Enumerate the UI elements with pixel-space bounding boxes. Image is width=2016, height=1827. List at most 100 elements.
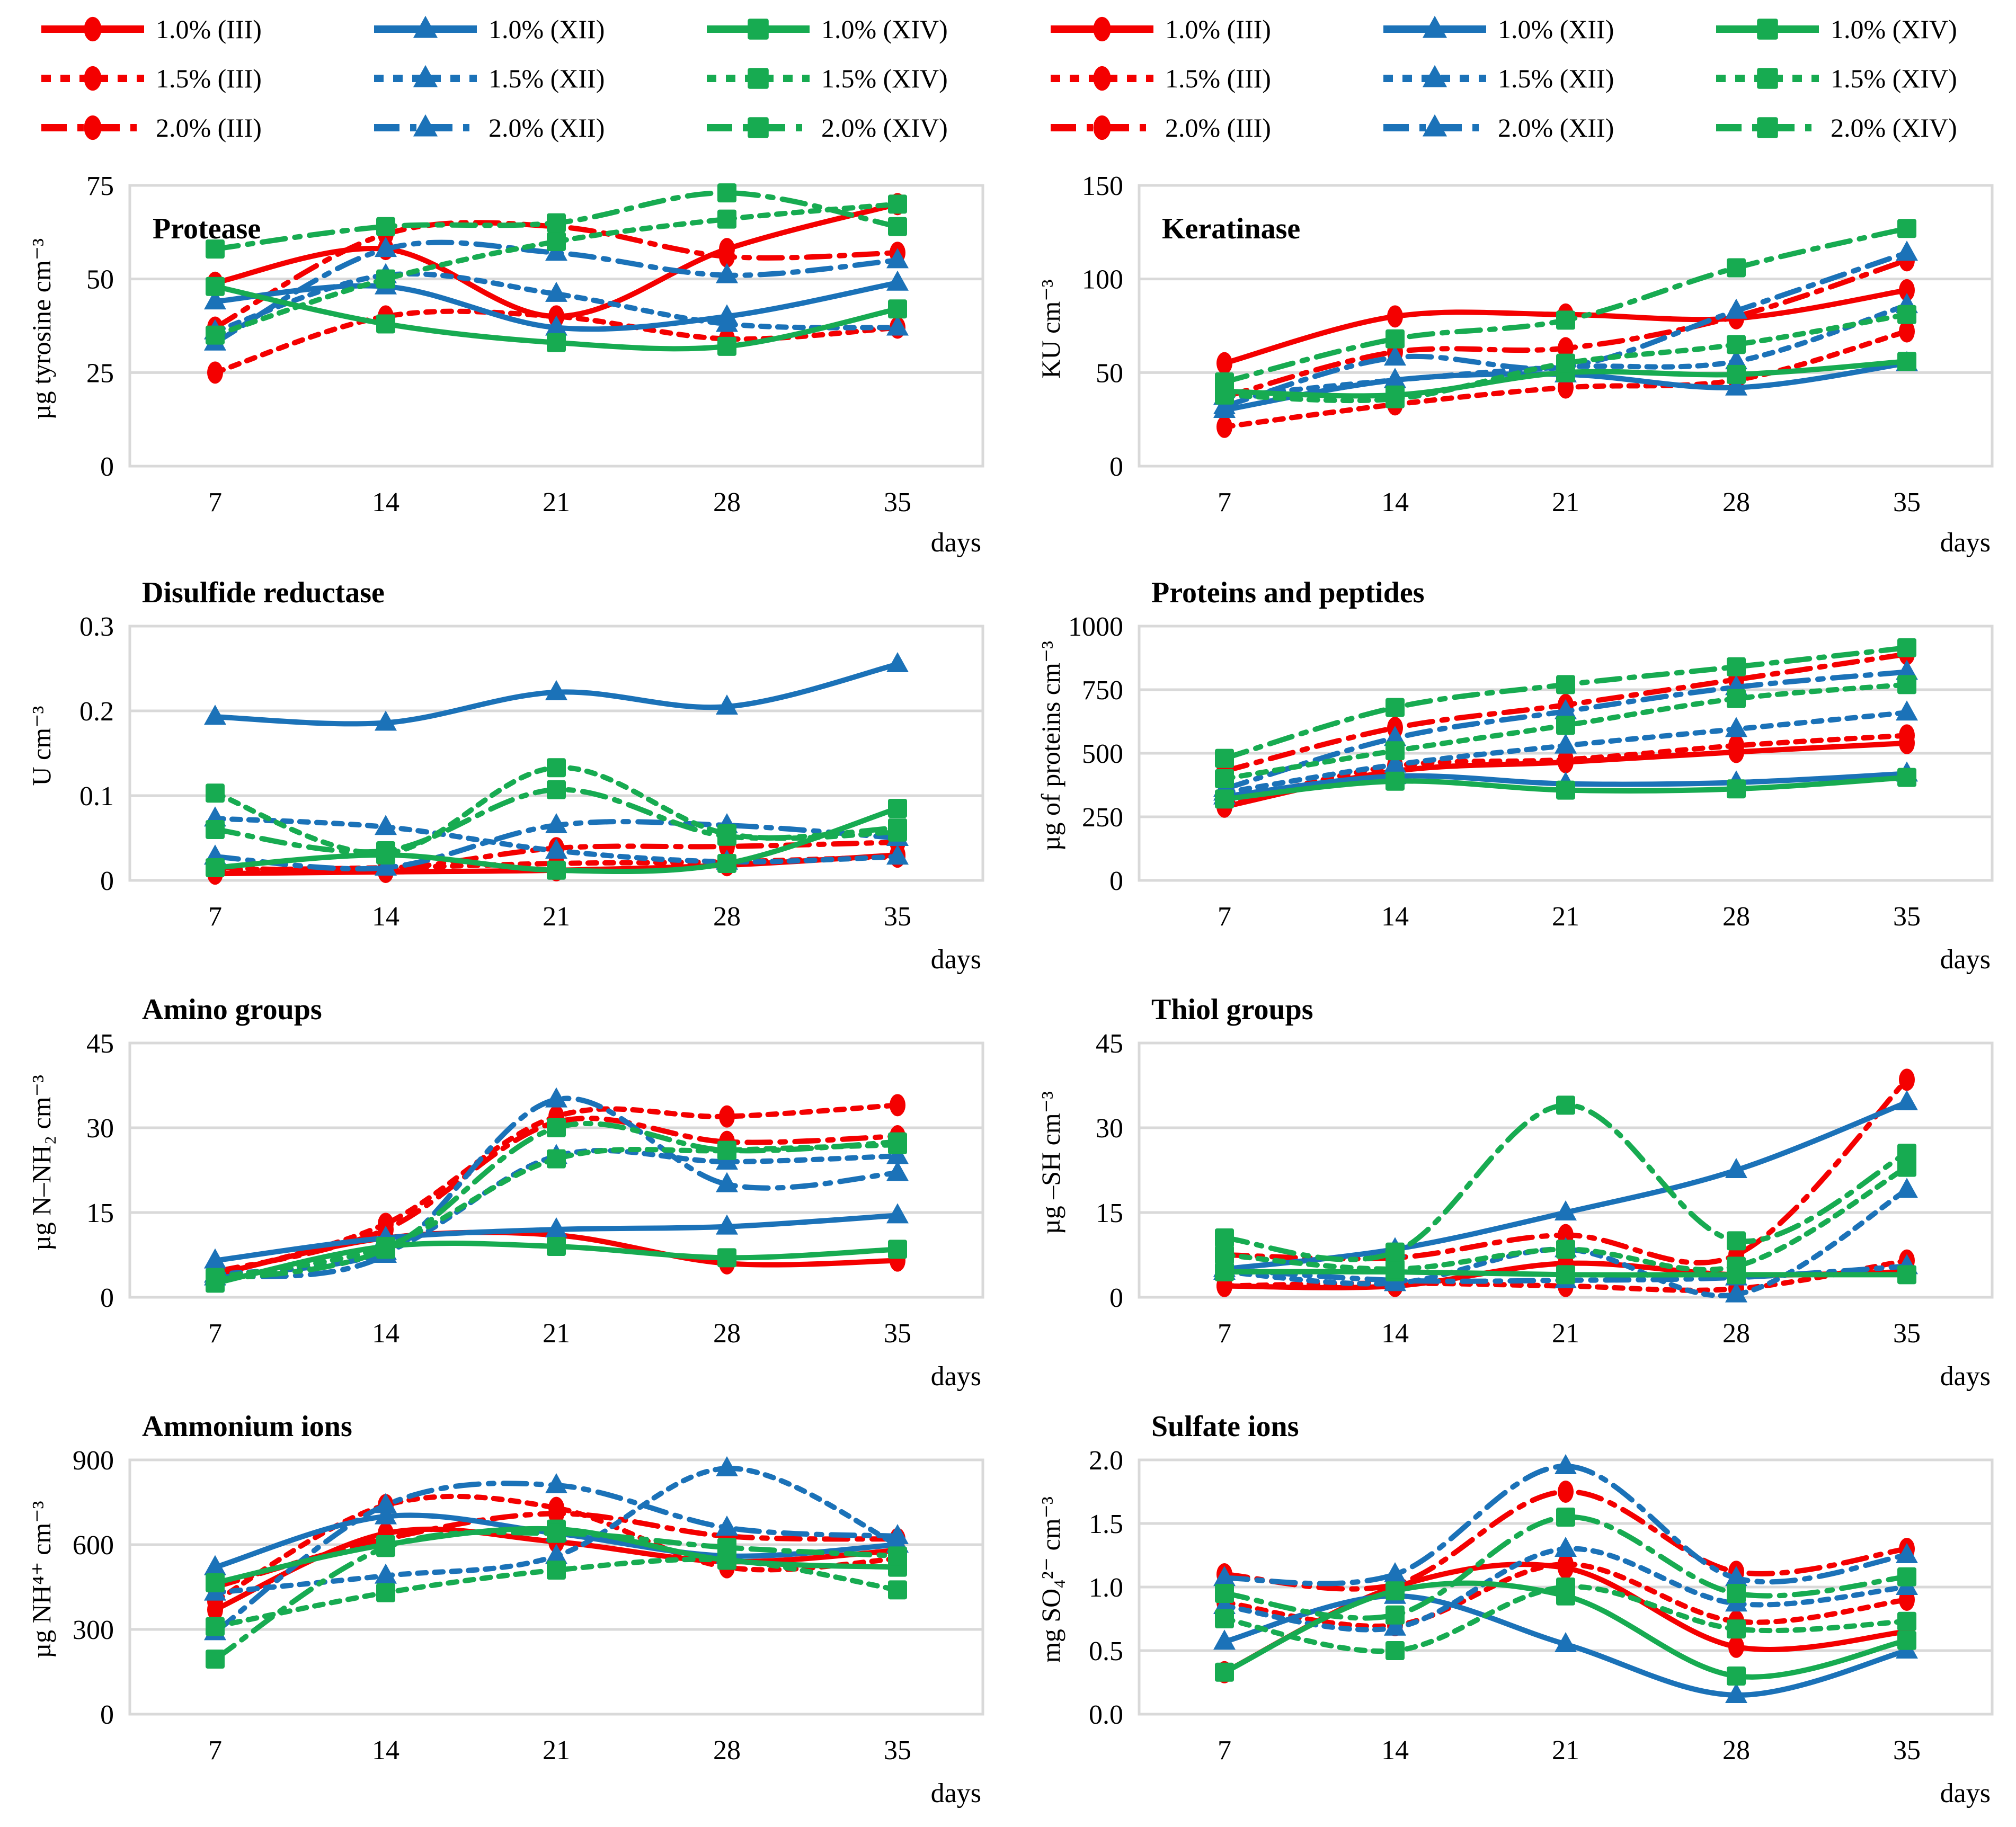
legend-item: 2.0% (XIV) xyxy=(1712,109,1957,146)
y-tick-label: 30 xyxy=(1096,1113,1123,1144)
triangle-marker xyxy=(413,65,438,87)
triangle-marker xyxy=(375,237,397,257)
square-legend-sample xyxy=(1716,117,1819,138)
square-marker xyxy=(1215,748,1234,768)
triangle-marker xyxy=(1422,65,1447,87)
x-tick-label: 28 xyxy=(1722,902,1750,932)
square-marker xyxy=(717,1248,736,1268)
circle-marker xyxy=(1899,1068,1915,1091)
series-XIV-1.5 xyxy=(206,194,907,345)
y-tick-label: 0 xyxy=(1109,452,1123,482)
square-marker xyxy=(1727,1256,1746,1276)
triangle-legend-sample xyxy=(1383,114,1486,137)
y-tick-label: 1.5 xyxy=(1089,1509,1123,1539)
square-marker xyxy=(376,314,395,334)
circle-legend-sample xyxy=(41,16,144,42)
square-marker xyxy=(1386,741,1405,761)
legend-label: 1.0% (XII) xyxy=(1498,14,1614,44)
square-marker xyxy=(1386,1242,1405,1262)
square-marker xyxy=(1215,769,1234,788)
chart-amino-groups: Amino groups µg N–NH₂ cm⁻³ 0 15 30 45 7 14 21 2… xyxy=(0,993,1007,1410)
square-marker xyxy=(547,1118,566,1137)
square-marker xyxy=(1897,1630,1916,1650)
x-axis-unit-label: days xyxy=(1940,1361,1991,1392)
x-tick-label: 35 xyxy=(1893,487,1921,518)
square-marker xyxy=(547,860,566,880)
y-tick-label: 0.2 xyxy=(79,697,114,727)
square-marker xyxy=(1556,716,1575,735)
square-marker xyxy=(888,818,907,837)
square-marker xyxy=(1386,771,1405,791)
triangle-marker xyxy=(716,1516,738,1536)
circle-marker xyxy=(1558,748,1574,771)
chart-title: Keratinase xyxy=(1162,212,1301,245)
triangle-legend-sample xyxy=(374,15,477,38)
square-marker xyxy=(1727,1231,1746,1251)
triangle-marker xyxy=(716,263,738,283)
legend-label: 2.0% (III) xyxy=(1165,113,1271,142)
circle-marker xyxy=(719,1105,735,1128)
square-marker xyxy=(1727,657,1746,676)
square-marker xyxy=(1556,675,1575,694)
x-axis-unit-label: days xyxy=(1940,1778,1991,1808)
chart-ammonium-ions: Ammonium ions µg NH⁴⁺ cm⁻³ 0 300 600 900 7 14… xyxy=(0,1410,1007,1826)
y-tick-label: 1.0 xyxy=(1089,1573,1123,1603)
legend-label: 2.0% (XII) xyxy=(489,113,605,142)
square-marker xyxy=(1556,1508,1575,1527)
circle-marker xyxy=(1728,734,1744,757)
y-tick-label: 0 xyxy=(100,452,114,482)
square-legend-sample xyxy=(707,117,810,138)
square-marker xyxy=(888,1132,907,1152)
triangle-marker xyxy=(545,813,567,833)
square-marker xyxy=(717,183,736,203)
y-tick-label: 100 xyxy=(1082,265,1123,295)
square-marker xyxy=(1727,258,1746,278)
triangle-marker xyxy=(1896,659,1918,680)
triangle-marker xyxy=(545,1473,567,1493)
circle-legend-sample xyxy=(41,66,144,91)
square-marker xyxy=(1556,1240,1575,1259)
triangle-marker xyxy=(204,289,226,310)
triangle-marker xyxy=(1725,298,1747,319)
triangle-marker xyxy=(886,248,909,269)
x-tick-label: 14 xyxy=(1381,487,1409,518)
chart-sulfate-ions: Sulfate ions mg SO₄²⁻ cm⁻³ 0.0 0.5 1.0 1.5 2… xyxy=(1009,1410,2016,1826)
chart-title: Sulfate ions xyxy=(1151,1410,1299,1443)
triangle-marker xyxy=(375,855,397,876)
x-axis-unit-label: days xyxy=(930,1778,981,1808)
triangle-legend-sample xyxy=(1383,15,1486,38)
square-marker xyxy=(1386,1259,1405,1279)
x-tick-label: 35 xyxy=(884,902,911,932)
square-marker xyxy=(1556,310,1575,330)
series-XIV-1.5 xyxy=(1215,305,1916,408)
x-tick-label: 14 xyxy=(1381,1318,1409,1349)
chart-protease: Protease µg tyrosine cm⁻³ 0 25 50 75 7 14 21 28… xyxy=(0,159,1007,576)
x-tick-label: 14 xyxy=(1381,1735,1409,1766)
triangle-marker xyxy=(375,1493,397,1513)
circle-marker xyxy=(1093,115,1111,140)
series-XIV-2.0 xyxy=(206,1523,907,1669)
x-tick-label: 28 xyxy=(713,1735,741,1766)
series-XII-1.5 xyxy=(1213,1537,1918,1636)
y-tick-label: 2.0 xyxy=(1089,1446,1123,1476)
legend-label: 1.0% (XII) xyxy=(489,14,605,44)
y-tick-label: 50 xyxy=(1096,358,1123,388)
square-marker xyxy=(1897,305,1916,324)
triangle-marker xyxy=(1555,699,1577,719)
square-marker xyxy=(1215,1228,1234,1247)
circle-marker xyxy=(1899,279,1915,301)
square-marker xyxy=(1215,1609,1234,1628)
triangle-marker xyxy=(413,15,438,38)
triangle-marker xyxy=(1213,1629,1236,1650)
legend-right: 1.0% (III) 1.0% (XII) 1.0% (XIV) 1.5% (III)… xyxy=(1017,0,2008,159)
y-tick-label: 45 xyxy=(86,1029,114,1059)
square-marker xyxy=(547,1561,566,1580)
triangle-marker xyxy=(204,705,226,725)
legend-label: 1.0% (III) xyxy=(156,14,262,44)
triangle-marker xyxy=(1555,1537,1577,1557)
circle-marker xyxy=(84,66,102,91)
square-marker xyxy=(1897,352,1916,371)
square-marker xyxy=(1897,768,1916,787)
square-marker xyxy=(1215,372,1234,391)
